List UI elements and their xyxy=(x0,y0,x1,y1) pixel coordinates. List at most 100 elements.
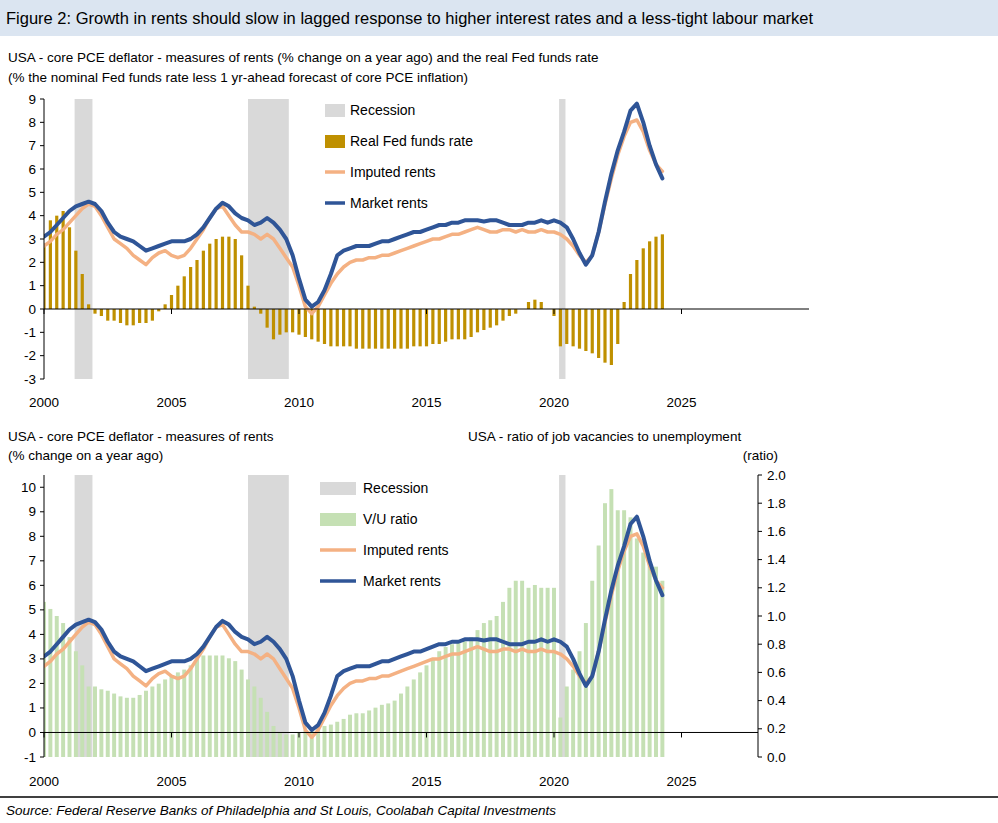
figure-title: Figure 2: Growth in rents should slow in… xyxy=(6,9,814,27)
bar xyxy=(616,510,620,757)
bar xyxy=(310,729,314,757)
bar xyxy=(399,309,402,349)
bar xyxy=(265,712,269,757)
y-tick xyxy=(40,683,44,684)
x-tick-label: 2010 xyxy=(284,774,314,789)
bar xyxy=(106,309,109,321)
bar xyxy=(444,647,448,757)
y2-tick xyxy=(758,531,762,532)
bar xyxy=(457,309,460,339)
y-tick-label: 2 xyxy=(28,255,36,270)
bar xyxy=(380,309,383,349)
bar xyxy=(610,309,613,365)
y-tick-label: 8 xyxy=(28,529,36,544)
bar xyxy=(144,309,147,323)
bar xyxy=(501,309,504,321)
bar xyxy=(55,216,58,309)
y2-tick-label: 1.6 xyxy=(767,524,786,539)
y-tick xyxy=(40,122,44,123)
bar xyxy=(406,309,409,349)
bar xyxy=(450,309,453,339)
bar xyxy=(386,703,390,757)
y2-label: (ratio) xyxy=(743,448,778,463)
bar xyxy=(552,309,555,316)
bar xyxy=(163,679,167,757)
bar xyxy=(234,239,237,309)
bar xyxy=(578,309,581,349)
y-tick xyxy=(40,658,44,659)
recession xyxy=(559,475,565,757)
bar xyxy=(546,588,550,757)
figure: Figure 2: Growth in rents should slow in… xyxy=(0,0,998,823)
bar xyxy=(227,658,231,757)
bar xyxy=(348,715,352,757)
y-tick xyxy=(40,536,44,537)
bar xyxy=(272,309,275,339)
line xyxy=(44,517,662,730)
bar xyxy=(380,705,384,757)
y-tick-label: 6 xyxy=(28,162,36,177)
bar xyxy=(246,286,249,309)
bar xyxy=(151,309,154,321)
bar xyxy=(227,237,230,309)
x-tick-label: 2020 xyxy=(539,774,569,789)
bar xyxy=(463,641,467,757)
bar xyxy=(284,734,288,757)
bar xyxy=(501,602,505,757)
bar xyxy=(425,309,428,346)
plot-area xyxy=(44,99,664,379)
bar xyxy=(552,588,556,757)
y-tick xyxy=(40,262,44,263)
recession xyxy=(248,99,289,379)
bar xyxy=(93,309,96,314)
y2-tick xyxy=(758,475,762,476)
legend-label: V/U ratio xyxy=(363,511,418,527)
legend-label: Market rents xyxy=(363,573,441,589)
x-tick xyxy=(171,309,172,314)
legend-swatch xyxy=(320,482,356,495)
y-tick xyxy=(40,355,44,356)
bar xyxy=(259,698,263,757)
bar xyxy=(520,581,524,757)
x-tick xyxy=(299,309,300,314)
legend-label: Imputed rents xyxy=(350,164,436,180)
y-tick xyxy=(40,487,44,488)
legend-label: Recession xyxy=(350,102,415,118)
bar xyxy=(93,687,97,758)
y-tick-label: 1 xyxy=(28,278,36,293)
y2-tick xyxy=(758,503,762,504)
bar xyxy=(278,309,281,335)
y-tick xyxy=(40,511,44,512)
bar xyxy=(74,651,78,757)
bar xyxy=(240,255,243,309)
bar xyxy=(195,658,199,757)
bar xyxy=(221,237,224,309)
y-tick-label: 9 xyxy=(28,504,36,519)
y-tick-label: 9 xyxy=(28,92,36,107)
bar xyxy=(431,658,435,757)
bar xyxy=(559,309,562,346)
bar xyxy=(470,309,473,337)
bar xyxy=(609,489,613,757)
bar xyxy=(412,679,416,757)
legend-label: Market rents xyxy=(350,195,428,211)
bar xyxy=(119,309,122,323)
bar xyxy=(291,309,294,332)
bar xyxy=(348,309,351,346)
y-tick xyxy=(40,379,44,380)
bar xyxy=(438,309,441,344)
bar xyxy=(507,588,511,757)
bar xyxy=(157,684,161,757)
y-tick xyxy=(40,707,44,708)
legend-label: Real Fed funds rate xyxy=(350,133,473,149)
bar xyxy=(132,309,135,325)
y-tick-label: 1 xyxy=(28,700,36,715)
legend: Recession Real Fed funds rate Imputed rent… xyxy=(325,102,473,211)
source-rule xyxy=(0,796,998,798)
bar xyxy=(482,623,486,757)
bar xyxy=(514,581,518,757)
bar xyxy=(335,722,339,757)
bar xyxy=(603,309,606,363)
bar xyxy=(354,713,358,757)
y-axis xyxy=(44,475,45,757)
